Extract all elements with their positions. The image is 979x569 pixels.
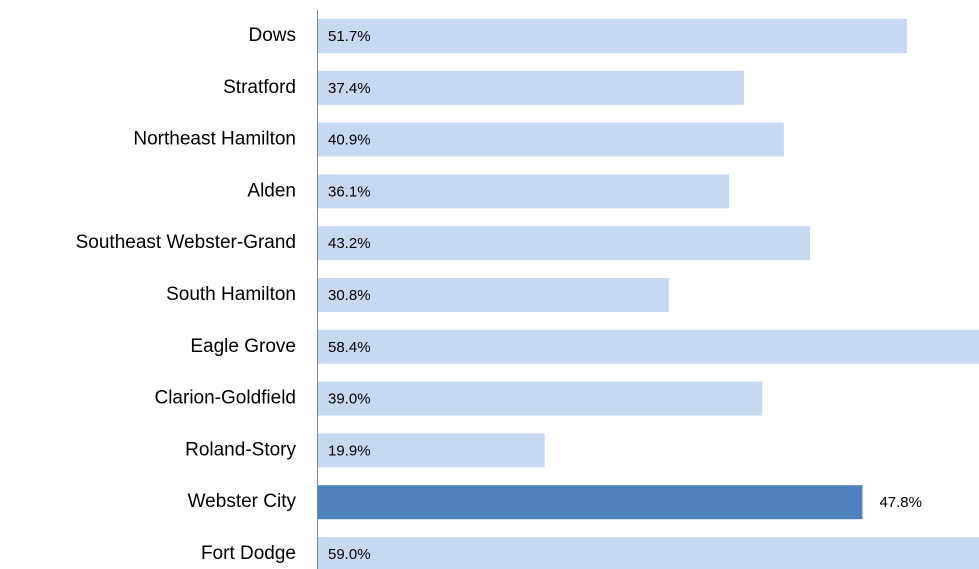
- data-label: 39.0%: [328, 391, 371, 408]
- category-label: Eagle Grove: [190, 336, 296, 357]
- bar: [318, 329, 979, 364]
- bar: [318, 433, 545, 468]
- category-label: Webster City: [188, 491, 297, 512]
- category-label: Dows: [248, 25, 296, 46]
- bar: [318, 226, 811, 261]
- bar: [318, 122, 784, 157]
- bar: [318, 485, 863, 520]
- category-label: Fort Dodge: [201, 543, 296, 564]
- data-label: 43.2%: [328, 235, 371, 252]
- data-label: 37.4%: [328, 80, 371, 97]
- category-label: Stratford: [223, 77, 296, 98]
- category-label: Alden: [247, 180, 296, 201]
- category-label: South Hamilton: [166, 284, 296, 305]
- category-label: Southeast Webster-Grand: [76, 232, 296, 253]
- data-label: 40.9%: [328, 132, 371, 149]
- data-label: 30.8%: [328, 287, 371, 304]
- data-label: 47.8%: [879, 494, 922, 511]
- data-label: 19.9%: [328, 442, 371, 459]
- bar: [318, 278, 669, 312]
- category-label: Clarion-Goldfield: [154, 388, 296, 409]
- category-label: Northeast Hamilton: [133, 129, 296, 150]
- data-label: 58.4%: [328, 339, 371, 356]
- bar: [318, 19, 907, 53]
- category-label: Roland-Story: [185, 439, 296, 460]
- bar: [318, 537, 979, 569]
- bar: [318, 70, 744, 105]
- data-label: 59.0%: [328, 546, 371, 563]
- bar: [318, 381, 763, 416]
- data-label: 51.7%: [328, 28, 371, 45]
- bar: [318, 174, 730, 209]
- data-label: 36.1%: [328, 183, 371, 200]
